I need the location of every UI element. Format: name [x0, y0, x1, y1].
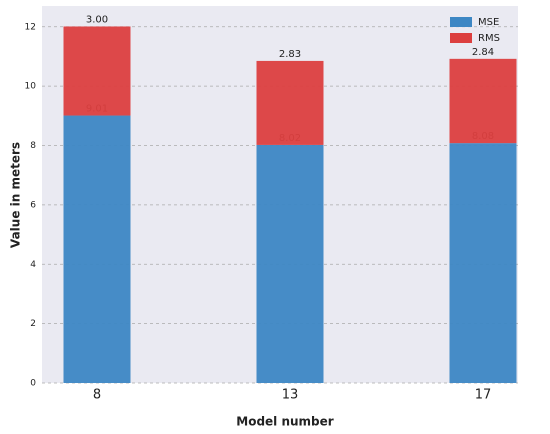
y-tick-label: 0	[30, 379, 36, 389]
legend-swatch	[450, 17, 472, 27]
bar-segment	[63, 26, 131, 116]
y-tick-label: 12	[25, 22, 36, 32]
bar-segment	[449, 58, 517, 144]
y-tick-label: 4	[30, 260, 36, 270]
x-axis-label: Model number	[236, 415, 334, 429]
y-tick-label: 8	[30, 141, 36, 151]
value-label: 3.00	[86, 14, 108, 25]
x-tick-label: 8	[93, 388, 101, 403]
y-axis-label: Value in meters	[9, 142, 23, 248]
bar-segment	[63, 115, 131, 384]
y-tick-label: 6	[30, 200, 36, 210]
bar-segment	[449, 143, 517, 383]
legend-swatch	[450, 33, 472, 43]
bar-segment	[256, 60, 324, 145]
value-label: 2.84	[472, 47, 494, 58]
x-tick-label: 13	[282, 388, 299, 403]
legend-label: RMS	[478, 33, 500, 44]
x-tick-label: 17	[475, 388, 492, 403]
y-tick-label: 10	[25, 82, 37, 92]
legend-label: MSE	[478, 17, 499, 28]
value-label: 2.83	[279, 49, 301, 60]
y-tick-label: 2	[30, 319, 36, 329]
bar-segment	[256, 144, 324, 383]
